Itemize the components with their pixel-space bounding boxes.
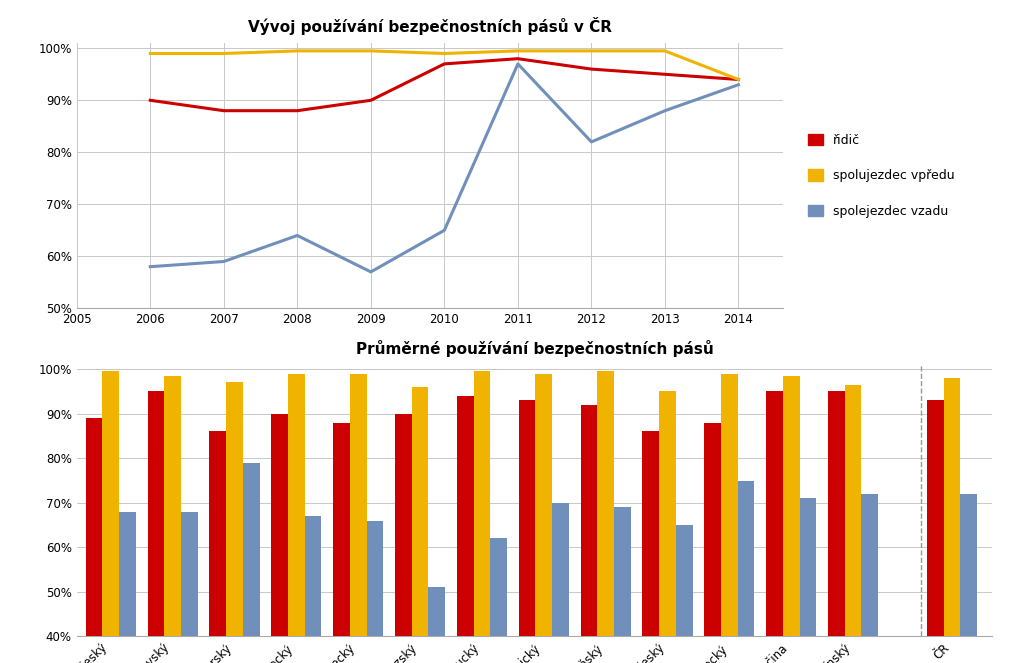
- Bar: [519, 400, 535, 663]
- Bar: [210, 432, 226, 663]
- Bar: [457, 396, 474, 663]
- Bar: [490, 538, 507, 663]
- Bar: [535, 373, 552, 663]
- Bar: [305, 516, 321, 663]
- Bar: [927, 400, 944, 663]
- Bar: [366, 520, 384, 663]
- Bar: [676, 525, 693, 663]
- Bar: [102, 371, 119, 663]
- Bar: [614, 507, 631, 663]
- Bar: [642, 432, 659, 663]
- Bar: [944, 378, 961, 663]
- Bar: [783, 376, 800, 663]
- Bar: [181, 512, 197, 663]
- Bar: [242, 463, 260, 663]
- Bar: [800, 499, 816, 663]
- Bar: [766, 391, 783, 663]
- Bar: [86, 418, 102, 663]
- Bar: [597, 371, 614, 663]
- Bar: [429, 587, 445, 663]
- Title: Vývoj používání bezpečnostních pásů v ČR: Vývoj používání bezpečnostních pásů v ČR: [248, 17, 612, 35]
- Bar: [226, 383, 242, 663]
- Legend: řidič, spolujezdec vpředu, spolejezdec vzadu: řidič, spolujezdec vpředu, spolejezdec v…: [803, 129, 960, 223]
- Bar: [165, 376, 181, 663]
- Bar: [147, 391, 165, 663]
- Bar: [119, 512, 136, 663]
- Bar: [581, 404, 597, 663]
- Bar: [552, 503, 569, 663]
- Bar: [659, 391, 676, 663]
- Bar: [845, 385, 861, 663]
- Title: Průměrné používání bezpečnostních pásů: Průměrné používání bezpečnostních pásů: [356, 339, 713, 357]
- Bar: [828, 391, 845, 663]
- Bar: [721, 373, 738, 663]
- Bar: [395, 414, 411, 663]
- Bar: [474, 371, 490, 663]
- Bar: [350, 373, 366, 663]
- Bar: [704, 422, 721, 663]
- Bar: [271, 414, 288, 663]
- Bar: [861, 494, 878, 663]
- Bar: [961, 494, 977, 663]
- Bar: [738, 481, 754, 663]
- Bar: [288, 373, 305, 663]
- Bar: [411, 387, 429, 663]
- Bar: [333, 422, 350, 663]
